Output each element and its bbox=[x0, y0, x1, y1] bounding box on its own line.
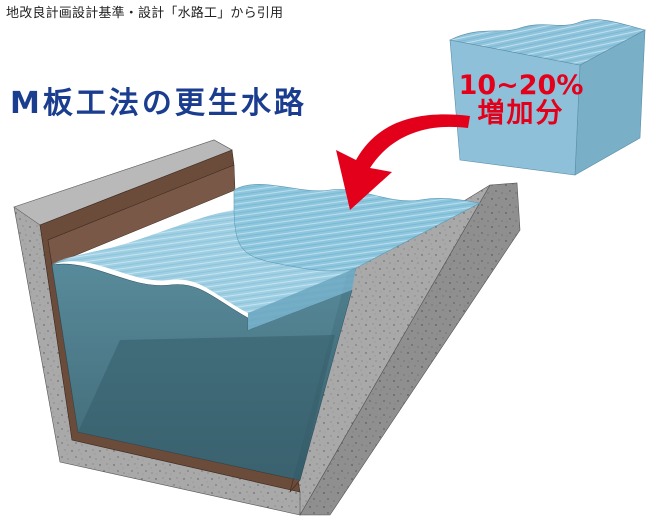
increase-text: 増加分 bbox=[477, 98, 565, 130]
added-water-layer bbox=[233, 184, 481, 272]
added-water-front-face bbox=[248, 268, 356, 330]
increase-percentage: 10~20% bbox=[458, 70, 584, 101]
increase-arrow bbox=[336, 114, 470, 210]
added-water-block-top bbox=[449, 19, 646, 66]
increase-label: 10~20% 増加分 bbox=[458, 70, 584, 130]
source-caption: 地改良計画設計基準・設計「水路工」から引用 bbox=[6, 6, 284, 21]
page-title: M板工法の更生水路 bbox=[10, 86, 307, 121]
water-floor-shade bbox=[78, 335, 335, 480]
